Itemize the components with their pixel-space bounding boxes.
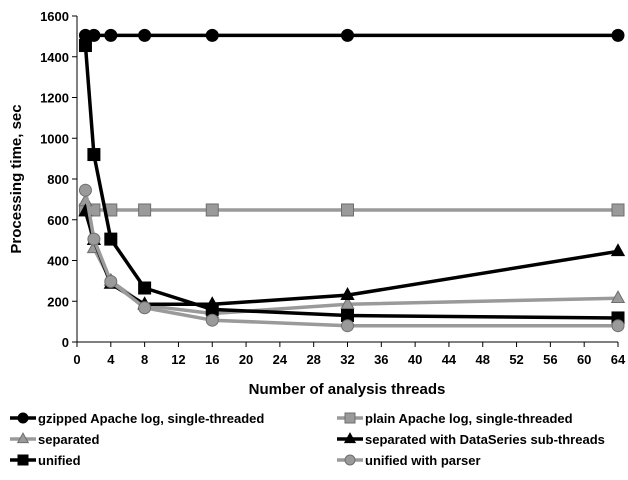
- series-0: [78, 28, 625, 42]
- data-point: [104, 274, 118, 288]
- y-tick-label: 1400: [40, 50, 69, 65]
- x-tick-label: 20: [239, 352, 253, 367]
- legend-item: plain Apache log, single-threaded: [337, 411, 573, 426]
- data-point: [205, 28, 219, 42]
- series-5: [78, 183, 625, 333]
- data-point: [104, 232, 118, 246]
- data-point: [610, 243, 626, 257]
- data-point: [138, 301, 152, 315]
- legend-item: separated: [10, 432, 99, 447]
- series-4: [78, 39, 625, 325]
- legend-marker-circle-icon: [17, 412, 29, 424]
- x-tick-label: 0: [73, 352, 80, 367]
- data-point: [78, 39, 92, 53]
- x-tick-label: 48: [476, 352, 490, 367]
- legend-marker-square-icon: [344, 412, 356, 424]
- y-tick-label: 1600: [40, 9, 69, 24]
- x-tick-label: 52: [509, 352, 523, 367]
- data-point: [611, 28, 625, 42]
- data-point: [340, 296, 355, 310]
- x-tick-label: 4: [107, 352, 115, 367]
- legend-item: unified with parser: [337, 453, 481, 468]
- x-tick-label: 60: [577, 352, 591, 367]
- data-point: [87, 148, 101, 162]
- legend-label: plain Apache log, single-threaded: [365, 411, 573, 426]
- x-tick-label: 36: [374, 352, 388, 367]
- data-point: [340, 287, 355, 300]
- data-point: [611, 319, 625, 333]
- legend-marker-triangle-icon: [16, 432, 30, 444]
- tick-marks: [72, 15, 619, 347]
- legend-item: gzipped Apache log, single-threaded: [10, 411, 264, 426]
- data-point: [205, 313, 219, 327]
- data-point: [611, 203, 625, 217]
- data-point: [610, 290, 626, 304]
- data-point: [87, 28, 101, 42]
- legend-label: gzipped Apache log, single-threaded: [38, 411, 264, 426]
- x-tick-label: 56: [543, 352, 557, 367]
- x-tick-label: 16: [205, 352, 219, 367]
- legend: gzipped Apache log, single-threaded plain…: [10, 411, 605, 468]
- x-tick-label: 28: [306, 352, 320, 367]
- series-1: [78, 203, 625, 217]
- data-point: [341, 319, 354, 333]
- data-point: [205, 302, 219, 316]
- series-layer: [78, 28, 626, 333]
- data-point: [341, 28, 354, 42]
- x-tick-label: 32: [340, 352, 354, 367]
- y-tick-label: 1200: [40, 91, 69, 106]
- y-tick-label: 1000: [40, 131, 69, 146]
- data-point: [87, 232, 101, 246]
- y-axis-title: Processing time, sec: [8, 104, 25, 253]
- y-tick-label: 400: [47, 254, 69, 269]
- legend-marker-circle-icon: [344, 454, 356, 466]
- data-point: [138, 203, 152, 217]
- x-tick-label: 24: [273, 352, 288, 367]
- data-point: [78, 183, 92, 197]
- data-point: [205, 203, 219, 217]
- data-point: [104, 28, 118, 42]
- series-line: [83, 211, 619, 307]
- y-tick-label: 800: [47, 172, 69, 187]
- x-tick-label: 12: [171, 352, 185, 367]
- legend-item: unified: [10, 453, 81, 468]
- x-tick-label: 8: [141, 352, 148, 367]
- x-axis-title: Number of analysis threads: [249, 381, 446, 398]
- legend-label: unified: [38, 453, 81, 468]
- y-tick-label: 600: [47, 213, 69, 228]
- legend-label: separated: [38, 432, 99, 447]
- legend-item: separated with DataSeries sub-threads: [337, 432, 605, 447]
- x-tick-label: 64: [611, 352, 626, 367]
- legend-label: separated with DataSeries sub-threads: [365, 432, 605, 447]
- y-tick-label: 0: [62, 335, 69, 350]
- data-point: [138, 28, 152, 42]
- series-line: [83, 45, 619, 320]
- data-point: [138, 281, 152, 295]
- legend-marker-triangle-icon: [343, 432, 357, 444]
- x-tick-label: 44: [442, 352, 457, 367]
- data-point: [341, 203, 354, 217]
- legend-marker-square-icon: [17, 454, 29, 466]
- y-tick-label: 200: [47, 294, 69, 309]
- legend-label: unified with parser: [365, 453, 481, 468]
- x-tick-label: 40: [408, 352, 422, 367]
